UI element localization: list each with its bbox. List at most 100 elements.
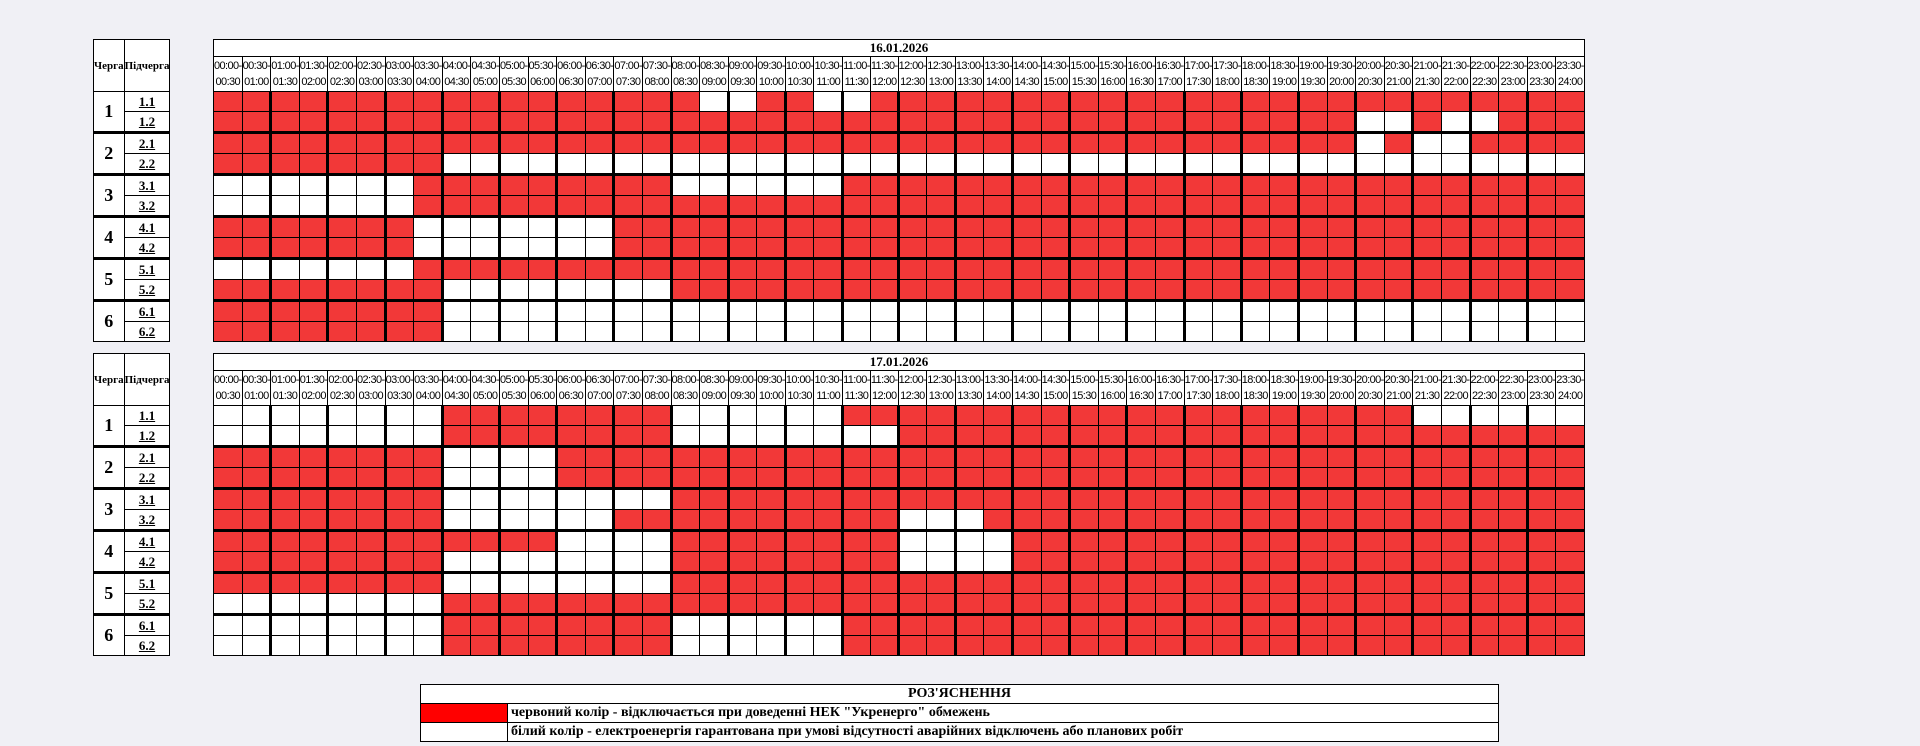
time-slot-start: 13:30- — [984, 374, 1013, 386]
outage-cell — [1097, 509, 1127, 532]
power-cell — [699, 174, 729, 196]
outage-cell — [841, 237, 871, 260]
power-cell — [1212, 153, 1242, 176]
outage-cell — [1326, 467, 1356, 490]
outage-cell — [213, 488, 243, 510]
time-slot-header: 18:00- 18:30 — [1240, 370, 1270, 406]
outage-cell — [1525, 614, 1556, 636]
outage-cell — [440, 425, 471, 448]
outage-cell — [1269, 425, 1299, 448]
outage-cell — [1239, 237, 1270, 260]
time-slot-header: 16:30- 17:00 — [1154, 56, 1185, 92]
outage-cell — [1354, 216, 1385, 238]
outage-cell — [1411, 572, 1442, 594]
time-slot-start: 22:30- — [1499, 60, 1528, 72]
outage-cell — [983, 91, 1013, 112]
outage-cell — [1011, 174, 1042, 196]
outage-cell — [1011, 216, 1042, 238]
outage-cell — [726, 572, 757, 594]
outage-cell — [1269, 174, 1299, 196]
outage-cell — [470, 258, 500, 280]
power-cell — [641, 488, 671, 510]
outage-cell — [1468, 530, 1499, 552]
outage-cell — [1326, 509, 1356, 532]
power-cell — [1525, 300, 1556, 322]
power-cell — [896, 530, 927, 552]
outage-cell — [1440, 258, 1470, 280]
outage-cell — [1182, 488, 1213, 510]
outage-cell — [896, 405, 927, 426]
power-cell — [869, 425, 899, 448]
outage-cell — [669, 91, 700, 112]
outage-cell — [1212, 446, 1242, 468]
outage-cell — [869, 216, 899, 238]
power-cell — [1468, 405, 1499, 426]
power-cell — [953, 530, 984, 552]
outage-cell — [1468, 593, 1499, 616]
power-cell — [555, 300, 586, 322]
time-slot-end: 00:30 — [215, 390, 241, 402]
queue-table: Черга Підчерга 1 1.1 1.2 2 2.1 2.2 3 3.1 3.2 4 4.1 4.… — [93, 39, 171, 342]
time-slot-end: 10:00 — [758, 76, 784, 88]
outage-cell — [1182, 216, 1213, 238]
outage-cell — [1212, 551, 1242, 574]
outage-cell — [269, 237, 300, 260]
outage-cell — [440, 111, 471, 134]
outage-cell — [896, 446, 927, 468]
outage-cell — [1411, 237, 1442, 260]
outage-cell — [298, 446, 328, 468]
outage-cell — [1468, 237, 1499, 260]
outage-cell — [1212, 467, 1242, 490]
outage-cell — [1468, 572, 1499, 594]
time-slot-start: 13:30- — [984, 60, 1013, 72]
power-cell — [1125, 321, 1156, 342]
outage-cell — [1354, 509, 1385, 532]
power-cell — [241, 425, 271, 448]
power-cell — [241, 635, 271, 656]
subqueue-header: Підчерга — [123, 39, 171, 92]
outage-cell — [326, 300, 357, 322]
time-slot-header: 22:00- 22:30 — [1469, 56, 1499, 92]
outage-cell — [584, 405, 614, 426]
outage-cell — [1525, 237, 1556, 260]
power-cell — [298, 425, 328, 448]
outage-cell — [612, 111, 643, 134]
time-slot-end: 13:30 — [957, 390, 982, 402]
outage-cell — [783, 530, 814, 552]
outage-cell — [1525, 258, 1556, 280]
outage-cell — [1212, 635, 1242, 656]
outage-cell — [1068, 572, 1099, 594]
outage-cell — [726, 237, 757, 260]
subqueue-label: 4.1 — [123, 530, 171, 552]
outage-cell — [1555, 530, 1585, 552]
power-cell — [269, 174, 300, 196]
power-cell — [413, 405, 443, 426]
outage-cell — [1498, 572, 1528, 594]
power-cell — [669, 174, 700, 196]
outage-cell — [584, 258, 614, 280]
outage-cell — [269, 488, 300, 510]
outage-cell — [298, 111, 328, 134]
power-cell — [756, 635, 786, 656]
outage-cell — [983, 593, 1013, 616]
power-cell — [699, 91, 729, 112]
outage-cell — [641, 216, 671, 238]
outage-cell — [1182, 258, 1213, 280]
subqueue-label: 5.1 — [123, 258, 171, 280]
outage-cell — [413, 551, 443, 574]
power-cell — [813, 405, 843, 426]
time-slot-header: 19:30- 20:00 — [1326, 56, 1356, 92]
outage-cell — [1269, 530, 1299, 552]
power-cell — [213, 195, 243, 218]
outage-cell — [1239, 572, 1270, 594]
outage-cell — [926, 258, 956, 280]
power-cell — [612, 572, 643, 594]
outage-cell — [497, 174, 529, 196]
power-cell — [440, 300, 471, 322]
power-cell — [527, 572, 557, 594]
outage-cell — [269, 446, 300, 468]
power-cell — [413, 237, 443, 260]
time-slot-header: 13:30- 14:00 — [983, 370, 1013, 406]
outage-cell — [756, 91, 786, 112]
time-slot-header: 17:00- 17:30 — [1183, 370, 1213, 406]
